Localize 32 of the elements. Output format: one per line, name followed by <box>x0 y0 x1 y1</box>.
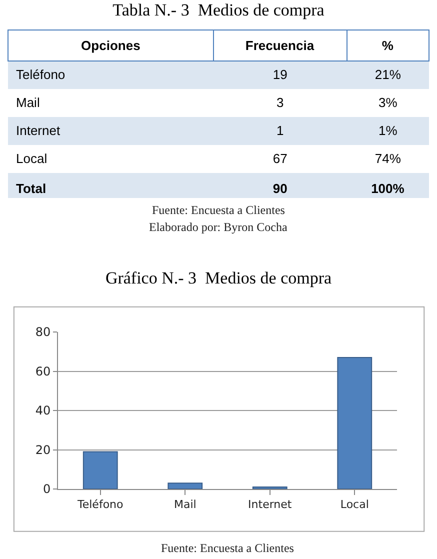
y-tick-label: 80 <box>35 325 51 340</box>
data-label: 90 <box>272 181 288 196</box>
category-label: Teléfono <box>16 66 66 82</box>
series-label: Frecuencia <box>245 38 315 53</box>
category-label: Mail <box>16 94 40 110</box>
x-tick-label: Internet <box>248 498 292 512</box>
category-label: Local <box>16 150 48 166</box>
x-tick-label: Teléfono <box>76 498 124 512</box>
data-label: 21% <box>374 66 402 82</box>
data-label: 67 <box>272 150 288 166</box>
text: Opciones <box>81 38 140 53</box>
data-label: 1% <box>378 122 398 138</box>
data-label: 1 <box>276 122 284 138</box>
source-note: Fuente: Encuesta a Clientes <box>152 203 286 217</box>
category-label: Total <box>16 181 46 196</box>
data-label: 74% <box>374 150 402 166</box>
source-note: Fuente: Encuesta a Clientes <box>161 541 294 555</box>
y-tick-label: 60 <box>35 364 51 378</box>
y-tick-label: 0 <box>42 482 51 496</box>
y-tick-label: 40 <box>35 404 51 418</box>
category-label: Internet <box>16 122 60 138</box>
data-label: 3% <box>378 94 398 110</box>
x-tick-label: Mail <box>174 498 196 512</box>
y-tick-label: 20 <box>35 442 51 457</box>
data-label: 19 <box>272 66 288 82</box>
text: Elaborado por: Byron Cocha <box>149 220 288 234</box>
data-label: 100% <box>371 181 405 196</box>
text: Tabla N.- 3 Medios de compra <box>112 0 325 20</box>
series-label: % <box>382 38 394 53</box>
chart-title: Gráfico N.- 3 Medios de compra <box>105 268 332 288</box>
x-tick-label: Local <box>340 498 369 512</box>
data-label: 3 <box>276 94 284 110</box>
